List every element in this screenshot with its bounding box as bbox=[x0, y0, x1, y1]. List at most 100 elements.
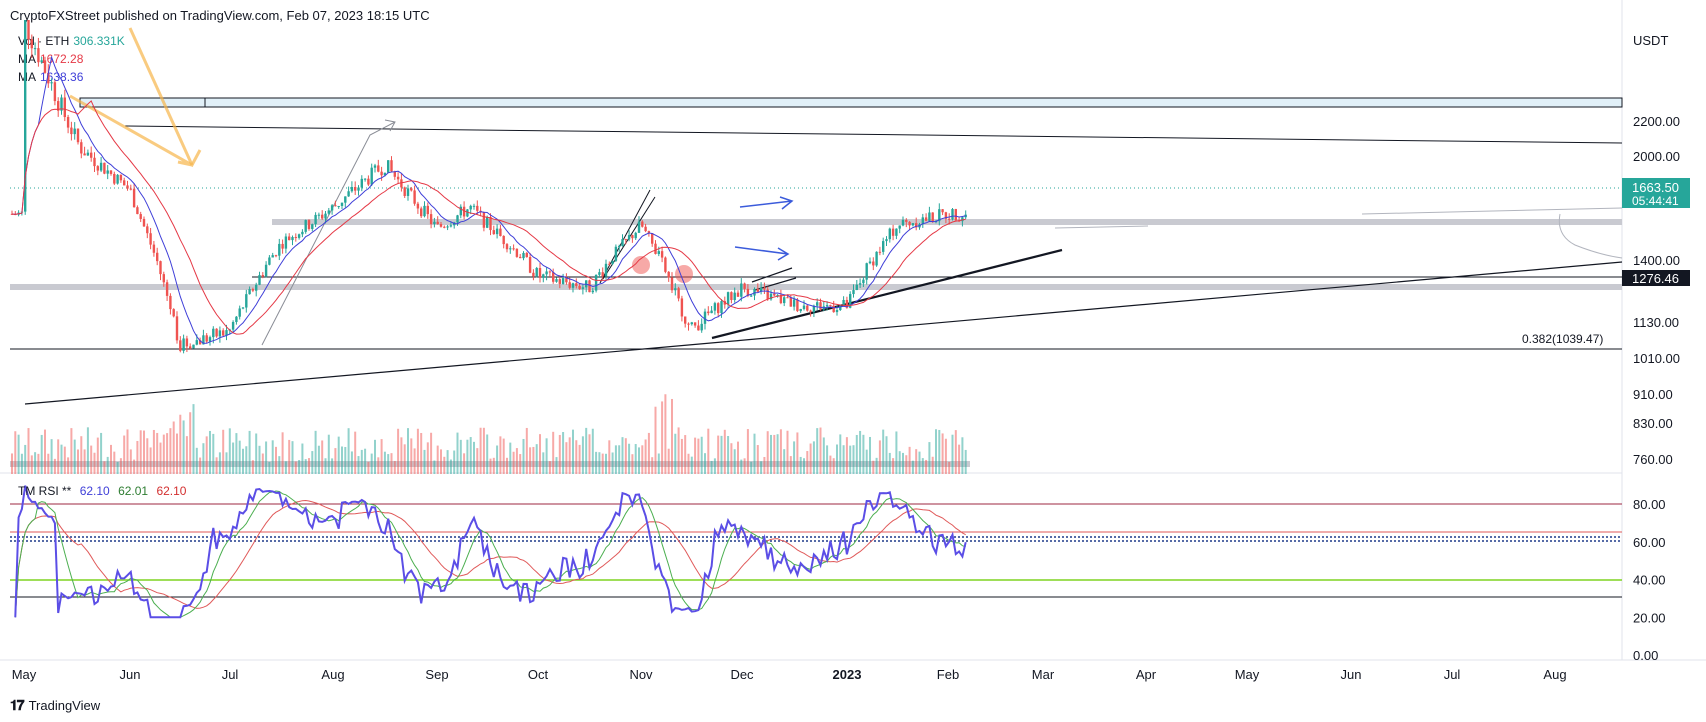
tradingview-branding[interactable]: 𝟏𝟕 TradingView bbox=[10, 697, 100, 714]
rsi-lines bbox=[14, 485, 967, 619]
descending-resistance-line[interactable] bbox=[124, 125, 1623, 144]
volume-bar bbox=[195, 447, 198, 474]
volume-bar bbox=[928, 442, 931, 474]
volume-bar bbox=[760, 461, 763, 474]
candle-body bbox=[80, 142, 83, 154]
candle-body bbox=[96, 166, 99, 171]
volume-bar bbox=[872, 460, 875, 474]
time-axis: May Jun Jul Aug Sep Oct Nov Dec 2023 Feb Mar Apr May… bbox=[12, 667, 1567, 682]
candle-body bbox=[535, 267, 538, 277]
candle-body bbox=[641, 221, 644, 227]
supply-zone[interactable] bbox=[79, 97, 1623, 108]
candle-body bbox=[334, 205, 337, 207]
candle-body bbox=[146, 226, 149, 234]
volume-bar bbox=[892, 458, 895, 474]
volume-bar bbox=[482, 427, 485, 474]
candle-body bbox=[443, 226, 446, 228]
volume-bar bbox=[83, 449, 86, 474]
volume-bar bbox=[743, 458, 746, 474]
candle-body bbox=[522, 252, 525, 259]
volume-bar bbox=[337, 436, 340, 474]
candle-body bbox=[816, 302, 819, 306]
volume-bar bbox=[156, 432, 159, 474]
time-tick-label: Dec bbox=[730, 667, 754, 682]
volume-bar bbox=[638, 447, 640, 474]
volume-legend: Vol · ETH 306.331K bbox=[18, 34, 125, 48]
candle-body bbox=[377, 165, 380, 172]
candle-body bbox=[720, 301, 723, 314]
candle-body bbox=[93, 157, 96, 167]
time-tick-label: Jul bbox=[222, 667, 239, 682]
candle-body bbox=[156, 252, 159, 262]
volume-bar bbox=[324, 458, 327, 474]
candle-body bbox=[255, 284, 258, 291]
volume-bar bbox=[545, 438, 548, 474]
candle-body bbox=[142, 218, 146, 227]
volume-bar bbox=[100, 432, 103, 474]
candle-body bbox=[132, 188, 136, 208]
volume-bar bbox=[245, 446, 248, 474]
volume-bar bbox=[271, 440, 274, 474]
rsi-tick-label: 0.00 bbox=[1633, 648, 1658, 663]
volume-bar bbox=[113, 451, 116, 474]
candle-body bbox=[819, 302, 822, 310]
candle-body bbox=[403, 187, 406, 196]
candle-body bbox=[231, 322, 235, 330]
volume-bar bbox=[671, 398, 673, 474]
candle-body bbox=[129, 188, 132, 190]
short-ascending-support-line[interactable] bbox=[711, 248, 1063, 340]
candle-body bbox=[812, 305, 816, 312]
candle-body bbox=[931, 212, 934, 222]
volume-bar bbox=[410, 438, 413, 474]
candle-body bbox=[921, 217, 924, 225]
candles bbox=[10, 20, 967, 354]
volume-bar bbox=[931, 456, 934, 474]
volume-bar bbox=[611, 452, 614, 474]
volume-bar bbox=[446, 450, 449, 474]
long-ascending-support-line[interactable] bbox=[24, 261, 1623, 405]
volume-bar bbox=[453, 450, 456, 474]
candle-body bbox=[136, 207, 139, 215]
time-tick-label: Aug bbox=[321, 667, 344, 682]
candle-body bbox=[865, 263, 868, 280]
candle-body bbox=[938, 209, 941, 222]
candle-body bbox=[954, 209, 957, 221]
ma-fast-line bbox=[11, 55, 966, 344]
candle-body bbox=[578, 285, 581, 289]
candle-body bbox=[515, 248, 519, 257]
grey-wedge-arrow bbox=[261, 119, 396, 346]
candle-body bbox=[113, 173, 116, 184]
volume-bar bbox=[440, 449, 442, 474]
candle-body bbox=[367, 178, 370, 185]
volume-bar bbox=[357, 456, 360, 474]
volume-bar bbox=[185, 436, 188, 474]
candle-body bbox=[195, 340, 198, 345]
candle-body bbox=[961, 217, 964, 222]
volume-bar bbox=[261, 453, 264, 474]
volume-bar bbox=[746, 429, 749, 474]
volume-bar bbox=[634, 444, 637, 474]
volume-bar bbox=[581, 436, 584, 474]
time-tick-label: Oct bbox=[528, 667, 549, 682]
candle-body bbox=[288, 236, 291, 241]
candle-body bbox=[654, 243, 657, 254]
volume-bar bbox=[449, 459, 452, 474]
grey-zone-1250 bbox=[10, 284, 1622, 290]
volume-bar bbox=[106, 456, 109, 474]
volume-bar bbox=[644, 439, 647, 474]
volume-bar bbox=[915, 449, 918, 474]
volume-bar bbox=[192, 404, 195, 474]
candle-body bbox=[710, 310, 713, 314]
volume-bar bbox=[704, 453, 706, 474]
volume-bar bbox=[519, 454, 522, 474]
candle-body bbox=[908, 221, 911, 226]
tradingview-brand-text: TradingView bbox=[28, 698, 101, 713]
volume-bar bbox=[189, 412, 192, 474]
orange-arrow-head bbox=[69, 94, 202, 168]
volume-bar bbox=[205, 436, 208, 474]
candle-body bbox=[426, 205, 429, 215]
candle-body bbox=[50, 82, 53, 84]
volume-bar bbox=[327, 434, 330, 474]
volume-bar bbox=[377, 457, 380, 474]
